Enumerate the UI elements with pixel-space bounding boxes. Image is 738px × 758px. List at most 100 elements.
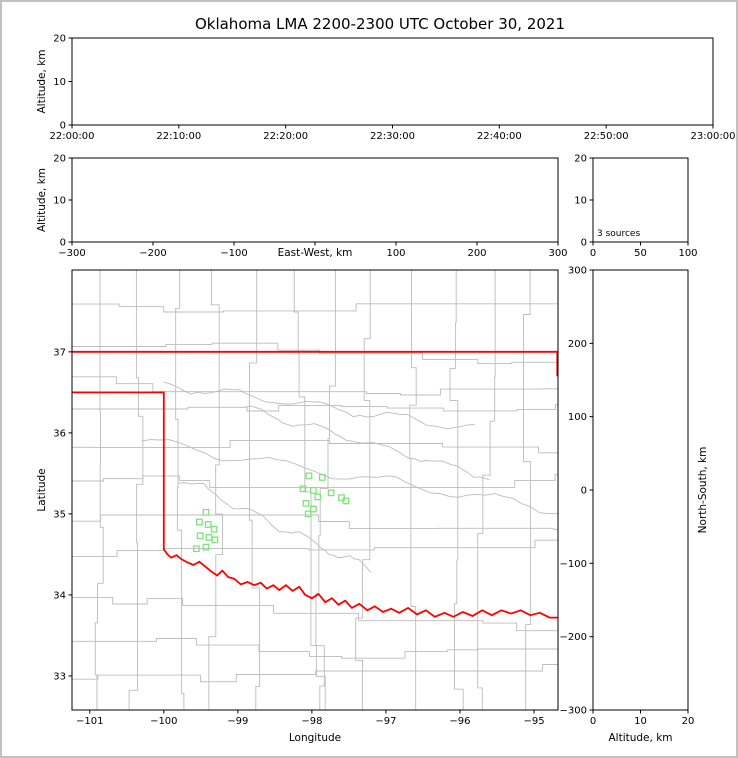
county-line xyxy=(94,270,104,710)
panel-background xyxy=(72,270,558,710)
station-marker xyxy=(211,536,219,544)
county-line xyxy=(72,303,558,313)
county-line xyxy=(249,270,261,710)
tick-label: −99 xyxy=(227,716,248,727)
ew-height-ylabel: Altitude, km xyxy=(36,168,48,232)
tick-label: 33 xyxy=(53,671,66,682)
ew-height-panel: −300 −200 −100 100 200 300 0 10 20 East-West, km A… xyxy=(36,154,568,260)
county-line xyxy=(72,439,558,454)
river-line xyxy=(141,439,558,515)
tick-label: −98 xyxy=(301,716,322,727)
tick-label: 300 xyxy=(548,248,567,259)
station-marker xyxy=(202,543,210,551)
tick-label: 100 xyxy=(386,248,405,259)
county-line xyxy=(175,270,185,710)
station-marker xyxy=(304,510,312,518)
tick-label: −300 xyxy=(560,706,587,717)
county-line xyxy=(477,270,496,710)
tick-label: 0 xyxy=(60,121,66,132)
county-line xyxy=(72,514,558,530)
tick-label: 36 xyxy=(53,428,66,439)
tick-label: 0 xyxy=(590,248,596,259)
panel-background xyxy=(593,270,688,710)
plan-view-xlabel: Longitude xyxy=(289,732,341,744)
ns-height-xlabel: Altitude, km xyxy=(608,732,672,744)
river-line xyxy=(178,481,372,573)
tick-label: 100 xyxy=(678,248,697,259)
tick-label: 200 xyxy=(568,339,587,350)
tick-label: 10 xyxy=(53,77,66,88)
county-line xyxy=(315,270,336,710)
tick-label: 200 xyxy=(467,248,486,259)
tick-label: 0 xyxy=(60,238,66,249)
ns-height-ylabel: North-South, km xyxy=(697,447,709,534)
tick-label: 20 xyxy=(682,716,695,727)
station-marker xyxy=(327,489,335,497)
tick-label: 37 xyxy=(53,347,66,358)
tick-label: 20 xyxy=(53,154,66,165)
tick-label: 23:00:00 xyxy=(691,131,736,142)
county-line xyxy=(293,270,326,710)
tick-label: 22:10:00 xyxy=(156,131,201,142)
tick-label: 10 xyxy=(574,196,587,207)
tick-label: 22:50:00 xyxy=(584,131,629,142)
tick-label: 0 xyxy=(590,716,596,727)
county-line xyxy=(449,270,464,710)
river-line xyxy=(245,405,490,481)
tick-label: 22:30:00 xyxy=(370,131,415,142)
ns-height-panel: 0 10 20 300 200 100 0 −100 −200 −300 Altitude, km N… xyxy=(560,266,709,745)
panel-background xyxy=(72,38,713,125)
station-marker xyxy=(202,508,210,516)
panel-background xyxy=(593,158,688,242)
station-marker xyxy=(195,518,203,526)
station-marker xyxy=(314,493,322,501)
station-marker xyxy=(342,497,350,505)
tick-label: −100 xyxy=(150,716,177,727)
tick-label: −95 xyxy=(523,716,544,727)
tick-label: 22:40:00 xyxy=(477,131,522,142)
county-line xyxy=(72,376,558,396)
station-marker xyxy=(210,525,218,533)
county-line xyxy=(72,539,558,557)
county-line xyxy=(72,638,558,659)
river-line xyxy=(163,381,475,430)
tick-label: 0 xyxy=(581,238,587,249)
county-line xyxy=(72,342,558,364)
county-line xyxy=(128,270,144,710)
tick-label: 20 xyxy=(574,154,587,165)
tick-label: 50 xyxy=(634,248,647,259)
panel-frame xyxy=(71,269,559,711)
county-line xyxy=(72,474,558,489)
figure-title: Oklahoma LMA 2200-2300 UTC October 30, 2… xyxy=(195,15,565,33)
tick-label: −96 xyxy=(449,716,470,727)
tick-label: 35 xyxy=(53,509,66,520)
plan-view-ylabel: Latitude xyxy=(36,468,48,511)
ew-height-xlabel: East-West, km xyxy=(278,247,353,259)
map-content xyxy=(72,270,558,710)
tick-label: 300 xyxy=(568,266,587,277)
station-marker xyxy=(305,472,313,480)
station-marker xyxy=(299,485,307,493)
county-line xyxy=(72,403,558,412)
tick-label: 20 xyxy=(53,34,66,45)
county-line xyxy=(208,270,223,710)
tick-label: 22:20:00 xyxy=(263,131,308,142)
tick-label: −97 xyxy=(375,716,396,727)
county-line xyxy=(72,596,558,632)
sources-annotation: 3 sources xyxy=(597,229,640,239)
tick-label: −100 xyxy=(220,248,247,259)
tick-label: 34 xyxy=(53,590,66,601)
county-line xyxy=(72,664,558,683)
station-marker xyxy=(192,545,200,553)
station-marker xyxy=(196,532,204,540)
tick-label: 0 xyxy=(581,486,587,497)
county-line xyxy=(355,270,371,710)
tick-label: 10 xyxy=(634,716,647,727)
state-border-line xyxy=(72,391,558,619)
tick-label: −200 xyxy=(560,632,587,643)
tick-label: 10 xyxy=(53,196,66,207)
time-height-ylabel: Altitude, km xyxy=(36,49,48,113)
time-height-panel: 22:00:00 22:10:00 22:20:00 22:30:00 22:40:00… xyxy=(36,34,735,143)
tick-label: −300 xyxy=(58,248,85,259)
